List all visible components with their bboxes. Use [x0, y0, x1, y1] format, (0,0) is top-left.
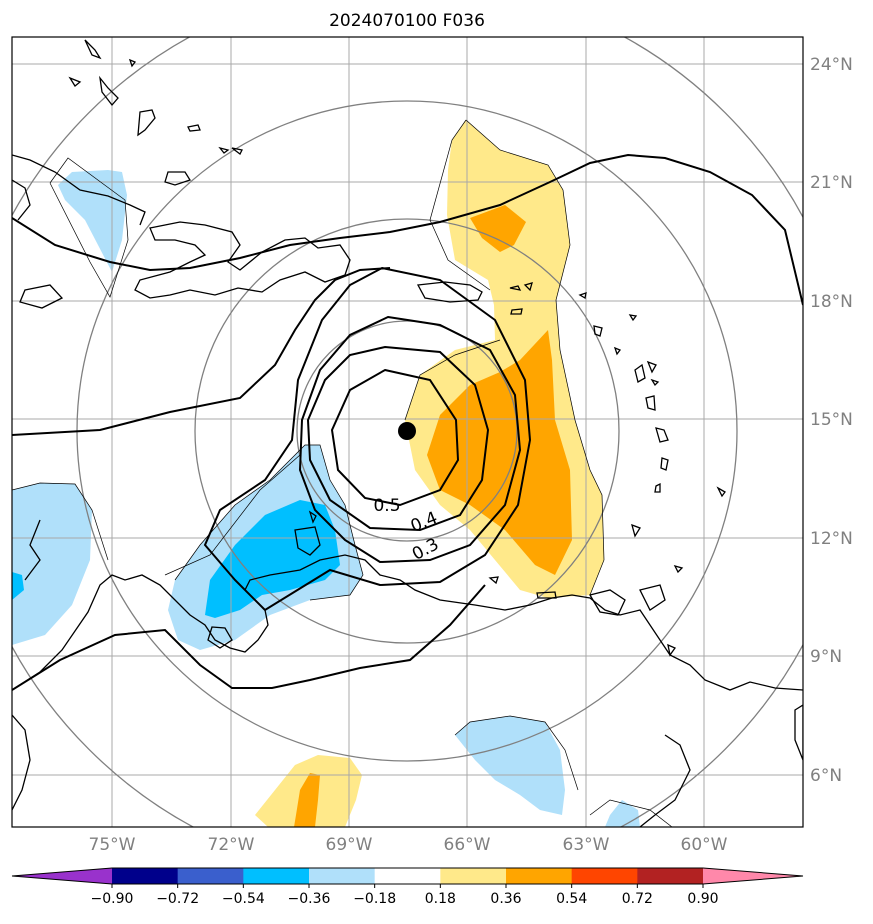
colorbar-tick-label: −0.54	[222, 891, 265, 907]
colorbar-extend-high	[703, 868, 803, 884]
contour-0.3	[298, 315, 522, 564]
colorbar-tick-label: −0.90	[91, 891, 134, 907]
lon-label: 69°W	[326, 835, 373, 855]
colorbar-segment	[637, 868, 704, 884]
contour-0.4	[306, 345, 490, 532]
lat-label: 12°N	[810, 529, 853, 549]
colorbar-tick-label: −0.72	[156, 891, 199, 907]
lon-label: 63°W	[563, 835, 610, 855]
negative-anomaly-west	[12, 483, 92, 645]
colorbar-segment	[440, 868, 507, 884]
colorbar-segment	[309, 868, 376, 884]
colorbar-tick-label: 0.72	[622, 891, 653, 907]
negative-anomaly-west-core	[12, 572, 24, 600]
negative-anomaly-north-west	[58, 170, 127, 272]
lat-label: 15°N	[810, 410, 853, 430]
colorbar-segment	[571, 868, 638, 884]
colorbar-segment	[243, 868, 310, 884]
colorbar-segment	[374, 868, 441, 884]
contour-label-0.5: 0.5	[373, 496, 400, 516]
positive-anomaly-orange-south	[294, 773, 320, 827]
colorbar-segment	[112, 868, 179, 884]
coastlines	[12, 39, 803, 827]
negative-anomaly-core	[205, 500, 340, 618]
positive-anomaly-orange-core	[427, 330, 572, 575]
lat-label: 6°N	[810, 766, 842, 786]
map-title: 2024070100 F036	[329, 11, 485, 31]
negative-anomaly-small-south	[605, 800, 640, 827]
lon-label: 66°W	[444, 835, 491, 855]
map-area: 0.5 0.4 0.3	[12, 37, 803, 827]
contour-0.1	[12, 267, 391, 436]
bold-contours	[12, 153, 803, 691]
colorbar-tick-label: 0.90	[687, 891, 718, 907]
contour-0.2	[203, 266, 532, 612]
lat-label: 24°N	[810, 55, 853, 75]
colorbar-segment	[506, 868, 573, 884]
longitude-labels: 75°W 72°W 69°W 66°W 63°W 60°W	[89, 835, 728, 855]
lon-label: 72°W	[208, 835, 255, 855]
colorbar-segment	[177, 868, 244, 884]
lat-label: 21°N	[810, 173, 853, 193]
colorbar-tick-label: 0.36	[490, 891, 521, 907]
positive-anomaly-orange-north	[470, 205, 526, 252]
colorbar-tick-label: −0.36	[288, 891, 331, 907]
colorbar-tick-label: −0.18	[353, 891, 396, 907]
colorbar-tick-label: 0.54	[556, 891, 587, 907]
colorbar-extend-low	[12, 868, 112, 884]
contour-0.5	[330, 368, 460, 507]
map-frame	[11, 36, 804, 828]
colorbar-tick-label: 0.18	[425, 891, 456, 907]
graticule	[12, 37, 803, 827]
lat-label: 18°N	[810, 292, 853, 312]
lon-label: 75°W	[89, 835, 136, 855]
lat-label: 9°N	[810, 647, 842, 667]
contour-north	[12, 153, 803, 306]
negative-anomaly-south-east	[455, 716, 565, 815]
colorbar: −0.90 −0.72 −0.54 −0.36 −0.18 0.18 0.36 0.54 0.7…	[11, 867, 804, 907]
shaded-anomaly-fields	[12, 120, 640, 827]
latitude-labels: 24°N 21°N 18°N 15°N 12°N 9°N 6°N	[810, 55, 853, 786]
lon-label: 60°W	[681, 835, 728, 855]
storm-center-marker	[398, 422, 416, 440]
